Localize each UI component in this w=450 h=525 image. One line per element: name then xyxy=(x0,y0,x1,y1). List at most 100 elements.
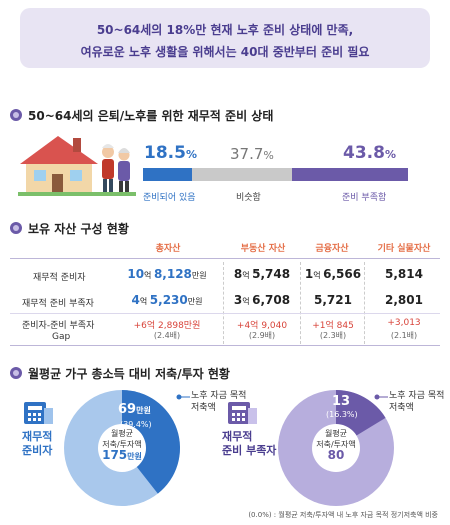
pct-lacking-value: 43.8 xyxy=(343,143,385,163)
col-header-other: 기타 실물자산 xyxy=(377,244,431,254)
footnote: (0.0%) : 월평균 저축/투자액 내 노후 자금 목적 정기저축액 비중 xyxy=(248,511,438,519)
donut-hole xyxy=(98,424,146,472)
pct-ready-value: 18.5 xyxy=(144,143,186,163)
slice-label-lacking: 13 xyxy=(332,394,351,409)
group-label-line1: 재무적 xyxy=(222,430,253,443)
label-lacking: 준비 부족함 xyxy=(342,193,387,203)
group-label-lacking: 재무적 준비 부족자 xyxy=(222,430,276,458)
label-similar: 비슷함 xyxy=(236,193,261,203)
cell-number: 5,230 xyxy=(149,293,188,307)
cell-total-ready: 10억 8,128만원 xyxy=(112,267,222,281)
center-label-line1: 월평균 xyxy=(110,429,134,438)
slice-pct-ready: (39.4%) xyxy=(120,420,152,429)
column-divider xyxy=(364,262,365,344)
center-value: 175 xyxy=(102,448,128,462)
pct-unit: % xyxy=(263,149,274,162)
cell-unit: 만원 xyxy=(187,297,203,306)
cell-unit: 억 xyxy=(242,271,253,280)
pct-similar: 37.7% xyxy=(230,145,274,163)
cell-number: 5,748 xyxy=(252,267,291,281)
legend-lacking: 노후 자금 목적 저축액 xyxy=(389,390,444,414)
headline-line-1: 50~64세의 18%만 현재 노후 준비 상태에 만족, xyxy=(96,23,354,37)
pct-ready: 18.5% xyxy=(144,143,197,163)
cell-unit: 억 xyxy=(313,271,324,280)
calculator-document-icon xyxy=(228,402,257,424)
cell-number: 6,708 xyxy=(252,293,291,307)
legend-ready: 노후 자금 목적 저축액 xyxy=(191,390,246,414)
gap-label-line1: 준비자-준비 부족자 xyxy=(22,321,95,331)
cell-unit: 억 xyxy=(139,297,150,306)
table-row-rule xyxy=(10,313,440,314)
headline-line-2: 여유로운 노후 생활을 위해서는 40대 중반부터 준비 필요 xyxy=(80,45,370,59)
section-title: 50~64세의 은퇴/노후를 위한 재무적 준비 상태 xyxy=(28,109,274,123)
cell-number: 8,128 xyxy=(153,267,192,281)
donut-hole xyxy=(312,424,360,472)
donut-chart-ready xyxy=(64,390,181,506)
legend-marker-ready xyxy=(176,394,190,400)
calculator-document-icon xyxy=(24,402,53,424)
column-divider xyxy=(300,262,301,344)
bar-segment-lacking xyxy=(292,168,408,181)
bullet-icon xyxy=(10,109,22,121)
donut-center-lacking: 월평균 저축/투자액 80 xyxy=(306,428,366,461)
cell-total-lacking: 4억 5,230만원 xyxy=(112,293,222,307)
cell-number: 8 xyxy=(233,267,243,281)
cell-financial-ready: 1억 6,566 xyxy=(302,267,364,281)
pie-slice-retirement xyxy=(122,390,181,494)
cell-gap-realestate: +4억 9,040 xyxy=(236,321,288,331)
cell-financial-lacking: 5,721 xyxy=(314,293,352,307)
cell-realestate-ready: 8억 5,748 xyxy=(228,267,296,281)
cell-other-ready: 5,814 xyxy=(385,267,423,281)
cell-gap-realestate-ratio: (2.9배) xyxy=(248,331,276,340)
col-header-realestate: 부동산 자산 xyxy=(240,244,286,254)
pct-unit: % xyxy=(185,148,197,161)
cell-gap-other-ratio: (2.1배) xyxy=(390,331,418,340)
row-label-ready: 재무적 준비자 xyxy=(33,273,86,283)
cell-gap-total: +6억 2,898만원 xyxy=(133,321,201,331)
bar-segment-similar xyxy=(192,168,292,181)
legend-marker-lacking xyxy=(374,394,388,400)
cell-gap-other: +3,013 xyxy=(387,318,421,328)
pct-lacking: 43.8% xyxy=(343,143,396,163)
cell-other-lacking: 2,801 xyxy=(385,293,423,307)
legend-line2: 저축액 xyxy=(389,403,414,413)
column-divider xyxy=(223,262,224,344)
cell-unit: 만원 xyxy=(191,271,207,280)
row-label-lacking: 재무적 준비 부족자 xyxy=(22,299,94,309)
col-header-total: 총자산 xyxy=(155,244,181,254)
center-value: 80 xyxy=(327,448,345,462)
slice-label-ready: 69만원 xyxy=(118,402,151,417)
cell-gap-financial: +1억 845 xyxy=(312,321,354,331)
section-title: 월평균 가구 총소득 대비 저축/투자 현황 xyxy=(28,367,230,381)
center-label-line1: 월평균 xyxy=(324,429,348,438)
group-label-line2: 준비자 xyxy=(22,444,53,457)
headline-banner: 50~64세의 18%만 현재 노후 준비 상태에 만족, 여유로운 노후 생활… xyxy=(20,8,430,68)
slice-pct-lacking: (16.3%) xyxy=(326,410,358,419)
cell-number: 6,566 xyxy=(323,267,362,281)
row-label-gap: 준비자-준비 부족자 Gap xyxy=(22,318,122,342)
cell-realestate-lacking: 3억 6,708 xyxy=(228,293,296,307)
cell-gap-financial-ratio: (2.3배) xyxy=(319,331,347,340)
label-ready: 준비되어 있음 xyxy=(143,193,196,203)
cell-number: 3 xyxy=(233,293,243,307)
cell-number: 4 xyxy=(131,293,140,307)
cell-number: 1 xyxy=(304,267,314,281)
legend-line1: 노후 자금 목적 xyxy=(389,391,445,401)
bar-segment-ready xyxy=(143,168,192,181)
gap-label-line2: Gap xyxy=(52,332,71,342)
col-header-financial: 금융자산 xyxy=(315,244,349,254)
group-label-line1: 재무적 xyxy=(22,430,53,443)
slice-value: 69 xyxy=(118,402,137,417)
table-bottom-rule xyxy=(10,345,440,346)
center-label-line2: 저축/투자액 xyxy=(102,440,142,449)
donut-chart-lacking xyxy=(278,390,394,506)
donut-center-ready: 월평균 저축/투자액 175만원 xyxy=(92,428,152,462)
center-unit: 만원 xyxy=(127,452,142,461)
legend-line2: 저축액 xyxy=(191,403,216,413)
cell-gap-total-ratio: (2.4배) xyxy=(153,331,181,340)
pct-similar-value: 37.7 xyxy=(230,145,264,163)
center-value-ready: 175만원 xyxy=(92,448,152,462)
group-label-ready: 재무적 준비자 xyxy=(22,430,52,458)
pct-unit: % xyxy=(384,148,396,161)
section-title: 보유 자산 구성 현황 xyxy=(28,222,129,236)
